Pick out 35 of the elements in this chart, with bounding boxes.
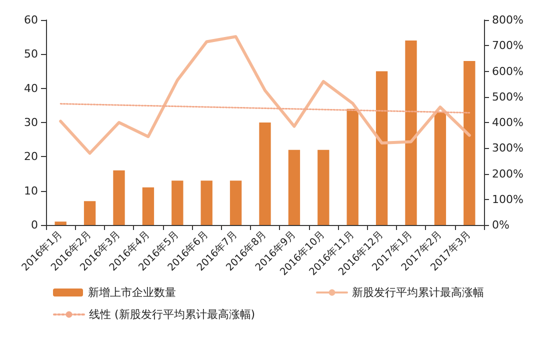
bar: [405, 40, 417, 225]
bar: [54, 222, 66, 225]
y-tick-label: 50: [24, 48, 38, 61]
bar: [434, 112, 446, 225]
legend-label: 新增上市企业数量: [88, 286, 176, 299]
bar: [346, 108, 358, 225]
y-tick-label: 60: [24, 14, 38, 26]
y-tick-label: 30: [24, 116, 38, 129]
y2-tick-label: 800%: [492, 14, 524, 26]
y2-tick-label: 200%: [492, 167, 524, 180]
y2-tick-label: 0%: [492, 218, 510, 232]
y-tick-label: 10: [24, 184, 38, 198]
y-tick-label: 40: [24, 82, 38, 95]
bar: [376, 71, 388, 225]
y2-tick-label: 700%: [492, 39, 524, 52]
legend-label: 新股发行平均累计最高涨幅: [352, 286, 484, 299]
legend-label: 线性 (新股发行平均累计最高涨幅): [89, 308, 256, 321]
bar: [259, 122, 271, 225]
bar: [318, 150, 330, 225]
line-series: [59, 35, 471, 155]
y2-tick-label: 600%: [492, 64, 524, 78]
bar: [464, 61, 476, 225]
y-tick-label: 20: [24, 150, 38, 164]
y2-tick-label: 100%: [492, 192, 524, 206]
bar: [200, 180, 212, 225]
y2-tick-label: 500%: [492, 90, 524, 104]
y2-tick-label: 400%: [492, 116, 524, 129]
y2-tick-label: 300%: [492, 142, 524, 155]
bar: [142, 187, 154, 225]
bar: [288, 150, 300, 225]
bar: [113, 170, 125, 225]
y-tick-label: 0: [31, 218, 38, 232]
bar: [230, 180, 242, 225]
bar: [172, 180, 184, 225]
bar: [84, 201, 96, 225]
